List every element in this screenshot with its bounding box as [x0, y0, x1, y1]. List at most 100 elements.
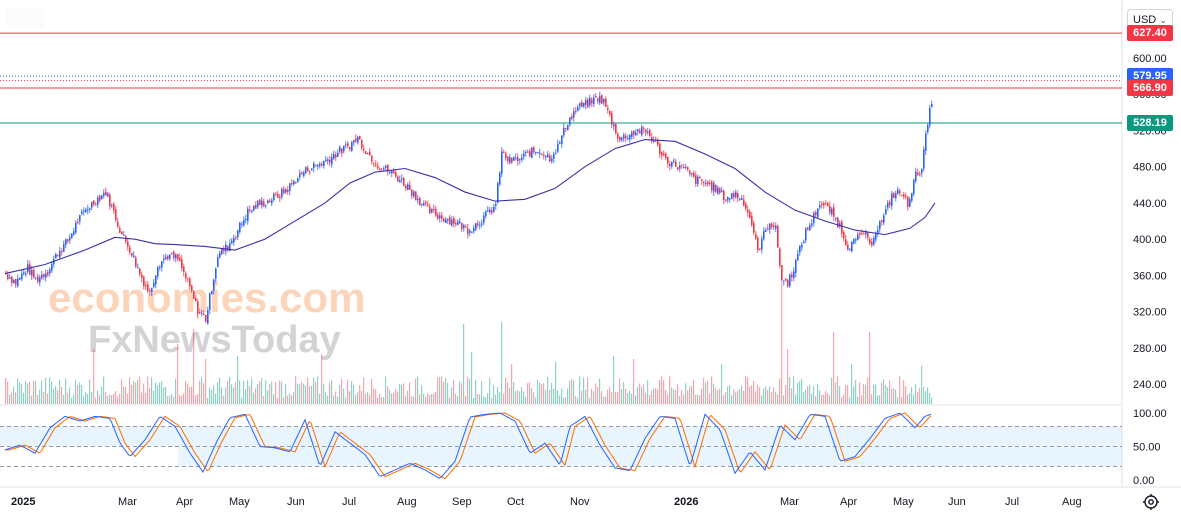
volume-bar [585, 389, 587, 404]
volume-bar [751, 385, 753, 404]
candle-body [707, 181, 709, 185]
volume-bar [205, 359, 207, 404]
candle-body [837, 217, 839, 227]
volume-bar [847, 385, 849, 404]
volume-bar [769, 386, 771, 404]
candle-body [867, 231, 869, 238]
volume-bar [119, 393, 121, 404]
candle-body [359, 136, 361, 140]
volume-bar [711, 376, 713, 404]
candle-body [277, 193, 279, 198]
candle-body [809, 225, 811, 231]
volume-bar [633, 359, 635, 404]
candle-body [83, 210, 85, 212]
volume-bar [127, 393, 129, 404]
volume-bar [77, 384, 79, 404]
candle-body [489, 209, 491, 213]
volume-bar [193, 329, 195, 404]
candle-body [777, 225, 779, 248]
candle-body [505, 153, 507, 159]
volume-bar [677, 384, 679, 404]
volume-bar [211, 389, 213, 404]
volume-bar [177, 344, 179, 404]
candle-body [433, 208, 435, 211]
moving-average-line [4, 138, 936, 275]
volume-bar [325, 392, 327, 404]
volume-bar [29, 381, 31, 404]
candle-body [919, 173, 921, 175]
candle-body [915, 171, 917, 181]
oscillator-band-fill-left [0, 426, 178, 447]
volume-bar [877, 395, 879, 404]
volume-bar [679, 396, 681, 404]
candle-body [535, 152, 537, 154]
volume-bar [155, 382, 157, 404]
time-tick-label: Jul [342, 496, 356, 508]
candle-body [905, 195, 907, 197]
volume-bar [223, 395, 225, 404]
candle-body [695, 175, 697, 184]
volume-bar [777, 394, 779, 404]
volume-bar [825, 390, 827, 404]
volume-bar [269, 383, 271, 404]
oscillator-tick-label: 50.00 [1133, 442, 1161, 454]
gear-icon[interactable] [1142, 493, 1160, 511]
candle-body [609, 111, 611, 115]
volume-bar [637, 387, 639, 404]
volume-bar [601, 391, 603, 404]
candle-body [253, 205, 255, 211]
candle-body [541, 153, 543, 156]
candle-body [321, 163, 323, 166]
candle-body [557, 143, 559, 152]
candle-body [25, 273, 27, 275]
candle-body [823, 202, 825, 206]
volume-bar [489, 377, 491, 404]
volume-bar [725, 391, 727, 404]
volume-bar [317, 376, 319, 404]
candle-body [409, 185, 411, 190]
candle-body [813, 213, 815, 224]
volume-bar [99, 394, 101, 404]
volume-bar [897, 397, 899, 404]
candle-body [291, 183, 293, 185]
candle-body [133, 255, 135, 258]
volume-bar [231, 384, 233, 404]
candle-body [757, 237, 759, 250]
candle-body [539, 152, 541, 154]
candle-body [623, 134, 625, 139]
time-tick-label: 2026 [674, 496, 698, 508]
volume-bar [671, 387, 673, 404]
candle-body [197, 301, 199, 314]
volume-bar [329, 382, 331, 404]
candle-body [527, 151, 529, 153]
candle-body [309, 171, 311, 173]
volume-bar [107, 395, 109, 404]
candle-body [719, 188, 721, 193]
candle-body [481, 223, 483, 225]
candle-body [341, 148, 343, 154]
candle-body [165, 257, 167, 260]
volume-bar [493, 385, 495, 404]
volume-bar [331, 380, 333, 404]
candle-body [387, 164, 389, 172]
volume-bar [89, 379, 91, 404]
volume-bar [109, 394, 111, 404]
volume-bar [713, 383, 715, 404]
volume-bar [409, 382, 411, 404]
candle-body [453, 217, 455, 224]
candle-body [775, 225, 777, 229]
candle-body [787, 279, 789, 287]
candle-body [347, 143, 349, 147]
candle-body [899, 190, 901, 194]
candle-body [225, 244, 227, 252]
candle-body [669, 163, 671, 166]
candle-body [465, 226, 467, 228]
candle-body [193, 291, 195, 299]
candle-body [675, 161, 677, 167]
volume-bar [899, 376, 901, 404]
volume-bar [427, 393, 429, 404]
candle-body [135, 257, 137, 267]
candle-body [67, 239, 69, 242]
volume-bar [217, 382, 219, 404]
